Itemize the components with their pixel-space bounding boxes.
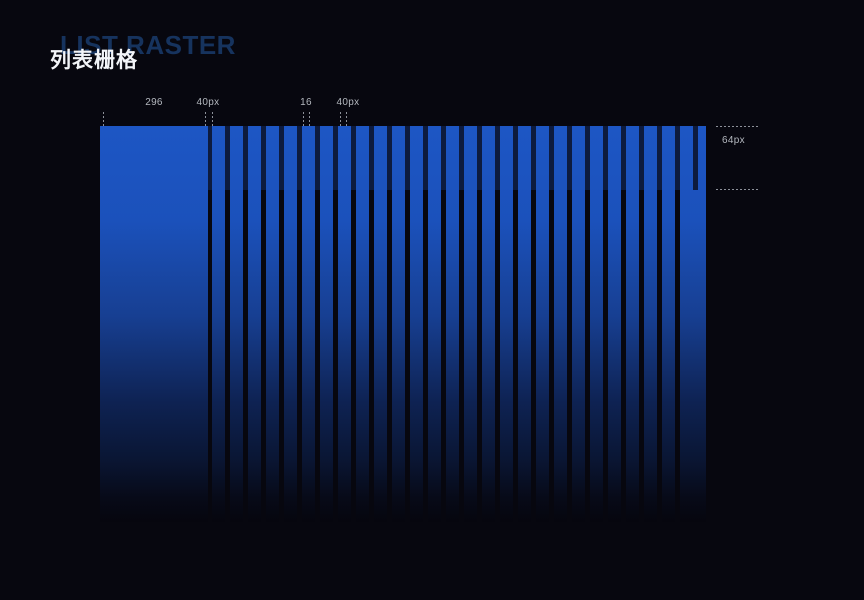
vertical-measure-guide	[303, 112, 304, 128]
grid-column	[572, 126, 585, 522]
vertical-measure-guide	[205, 112, 206, 128]
grid-column	[554, 126, 567, 522]
grid-column	[644, 126, 657, 522]
grid-gutter-header-fill	[657, 126, 662, 190]
grid-gutter-header-fill	[208, 126, 212, 190]
grid-column	[608, 126, 621, 522]
grid-column	[374, 126, 387, 522]
vertical-measure-guide	[212, 112, 213, 128]
vertical-measure-guide	[346, 112, 347, 128]
row-height-guide	[716, 126, 758, 190]
grid-column	[302, 126, 315, 522]
vertical-measure-guide	[340, 112, 341, 128]
grid-gutter-header-fill	[675, 126, 680, 190]
grid-column	[428, 126, 441, 522]
grid-column	[212, 126, 225, 522]
grid-gutter-header-fill	[261, 126, 266, 190]
grid-column	[662, 126, 675, 522]
background-watermark-title: LIST RASTER	[60, 30, 236, 60]
grid-gutter-header-fill	[567, 126, 572, 190]
grid-column	[338, 126, 351, 522]
row-height-guide-bottom-line	[716, 189, 758, 190]
grid-gutter-header-fill	[279, 126, 284, 190]
grid-column	[518, 126, 531, 522]
grid-column	[392, 126, 405, 522]
grid-column	[590, 126, 603, 522]
grid-column	[482, 126, 495, 522]
grid-column	[693, 126, 706, 522]
grid-gutter-header-fill	[549, 126, 554, 190]
grid-column	[536, 126, 549, 522]
grid-gutter-header-fill	[513, 126, 518, 190]
grid-gutter-header-fill	[459, 126, 464, 190]
vertical-measure-guide	[103, 112, 104, 128]
grid-gutter-header-fill	[693, 126, 698, 190]
grid-gutter-header-fill	[315, 126, 320, 190]
grid-gutter-header-fill	[531, 126, 536, 190]
grid-gutter-header-fill	[423, 126, 428, 190]
measure-label: 296	[145, 97, 163, 108]
grid-gutter-header-fill	[441, 126, 446, 190]
grid-column	[410, 126, 423, 522]
grid-gutter-header-fill	[495, 126, 500, 190]
grid-gutter-header-fill	[387, 126, 392, 190]
grid-gutter-header-fill	[297, 126, 302, 190]
grid-gutter-header-fill	[585, 126, 590, 190]
grid-column	[320, 126, 333, 522]
grid-column	[230, 126, 243, 522]
grid-gutter-header-fill	[639, 126, 644, 190]
grid-gutter-header-fill	[405, 126, 410, 190]
row-height-label: 64px	[722, 135, 745, 146]
grid-column-primary	[100, 126, 208, 522]
vertical-measure-guide	[309, 112, 310, 128]
grid-column	[446, 126, 459, 522]
measure-label: 16	[300, 97, 312, 108]
grid-column	[248, 126, 261, 522]
grid-column	[500, 126, 513, 522]
grid-gutter-header-fill	[603, 126, 608, 190]
measure-label: 40px	[336, 97, 360, 108]
grid-column	[464, 126, 477, 522]
grid-diagram	[100, 126, 706, 522]
page-title: 列表栅格	[50, 49, 138, 72]
grid-column	[626, 126, 639, 522]
grid-gutter-header-fill	[369, 126, 374, 190]
measure-label: 40px	[196, 97, 220, 108]
grid-column	[356, 126, 369, 522]
grid-column	[266, 126, 279, 522]
grid-gutter-header-fill	[225, 126, 230, 190]
grid-gutter-header-fill	[477, 126, 482, 190]
grid-gutter-header-fill	[621, 126, 626, 190]
row-height-guide-top-line	[716, 126, 758, 127]
grid-gutter-header-fill	[243, 126, 248, 190]
grid-gutter-header-fill	[351, 126, 356, 190]
grid-column	[284, 126, 297, 522]
grid-gutter-header-fill	[333, 126, 338, 190]
grid-column	[680, 126, 693, 522]
